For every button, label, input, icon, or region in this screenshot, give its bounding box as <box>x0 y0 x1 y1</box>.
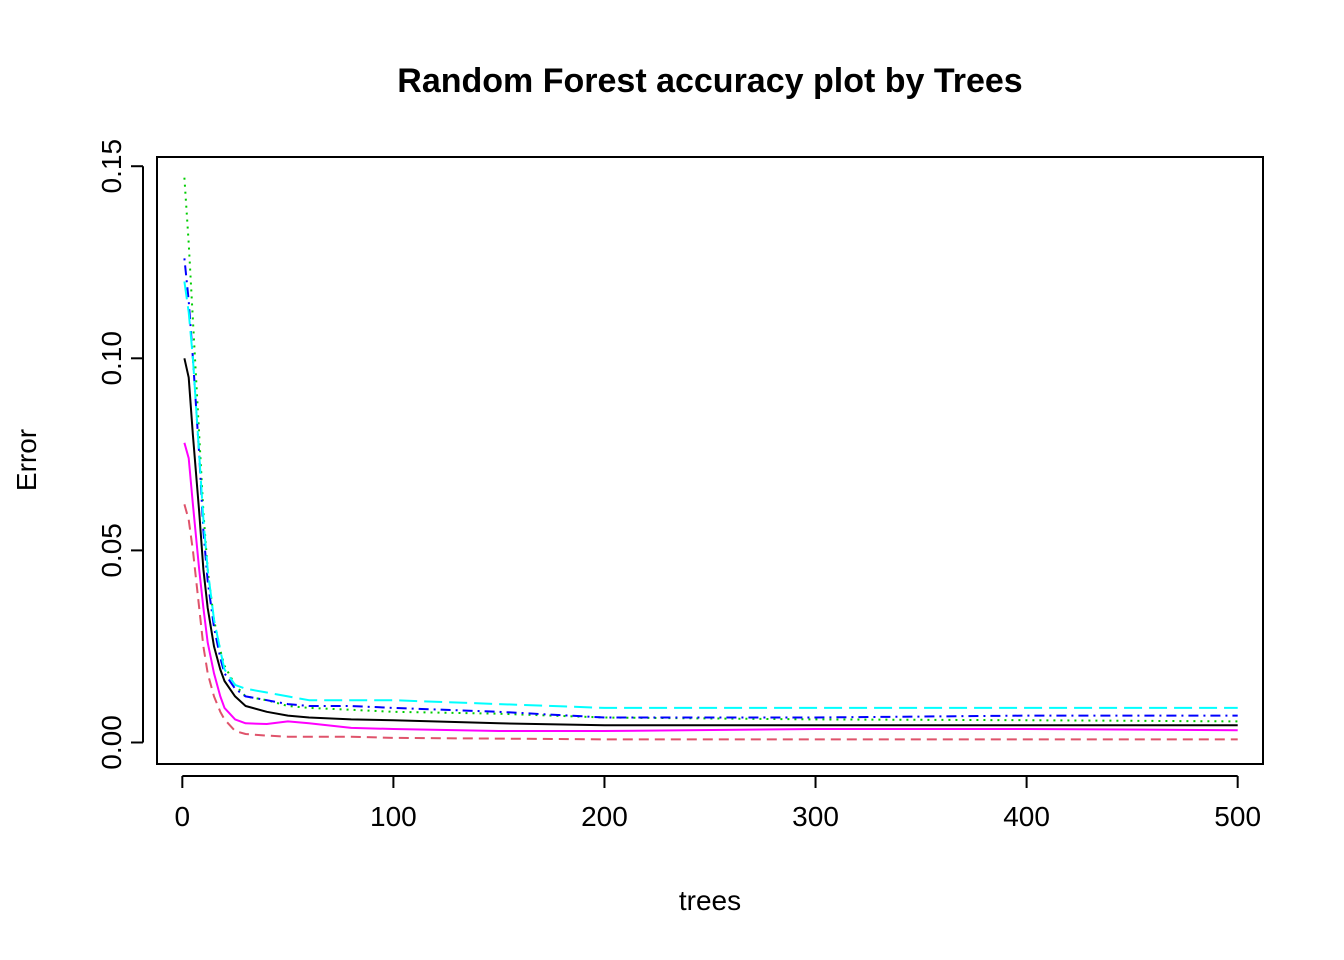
y-axis-label: Error <box>11 429 42 491</box>
y-tick-label: 0.15 <box>96 139 127 194</box>
x-tick-label: 100 <box>370 801 417 832</box>
series-line-1 <box>183 358 1238 727</box>
series-line-4 <box>183 258 1238 719</box>
x-axis-label: trees <box>679 885 741 916</box>
x-tick-label: 400 <box>1003 801 1050 832</box>
plot-frame <box>156 156 1264 765</box>
x-tick-label: 0 <box>175 801 191 832</box>
series-line-6 <box>183 442 1238 732</box>
series-layer <box>183 177 1238 741</box>
y-tick-label: 0.05 <box>96 523 127 578</box>
x-axis: 0 100 200 300 400 500 <box>175 775 1261 832</box>
y-tick-label: 0.00 <box>96 715 127 770</box>
series-line-3 <box>183 177 1238 723</box>
chart-title: Random Forest accuracy plot by Trees <box>397 62 1022 100</box>
y-tick-label: 0.10 <box>96 331 127 386</box>
x-tick-label: 300 <box>792 801 839 832</box>
x-tick-label: 500 <box>1214 801 1261 832</box>
series-line-2 <box>183 504 1238 741</box>
x-tick-label: 200 <box>581 801 628 832</box>
y-axis: 0.00 0.05 0.10 0.15 <box>96 139 144 770</box>
series-line-5 <box>183 281 1238 709</box>
